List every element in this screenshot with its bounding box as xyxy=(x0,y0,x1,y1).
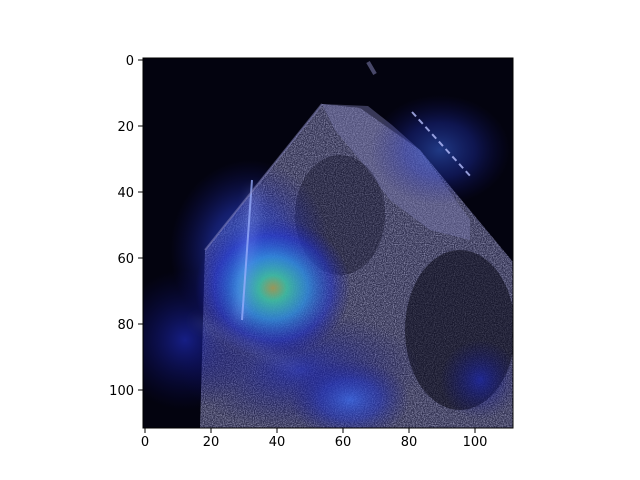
echo-lines-sharp xyxy=(204,60,473,321)
y-tick-label: 60 xyxy=(117,252,134,267)
y-tick-label: 80 xyxy=(117,318,134,333)
x-tick-label: 40 xyxy=(269,435,286,450)
axes-frame xyxy=(142,57,514,429)
y-axis: 0 20 40 60 80 100 xyxy=(109,54,143,399)
y-tick-label: 0 xyxy=(126,54,134,69)
y-tick-label: 20 xyxy=(117,120,134,135)
x-tick-label: 60 xyxy=(335,435,352,450)
x-axis: 0 20 40 60 80 100 xyxy=(141,428,488,450)
x-tick-label: 0 xyxy=(141,435,149,450)
y-tick-label: 40 xyxy=(117,186,134,201)
ultrasound-image xyxy=(143,58,513,428)
x-tick-label: 20 xyxy=(203,435,220,450)
x-tick-label: 80 xyxy=(401,435,418,450)
y-tick-label: 100 xyxy=(109,384,134,399)
x-tick-label: 100 xyxy=(463,435,488,450)
